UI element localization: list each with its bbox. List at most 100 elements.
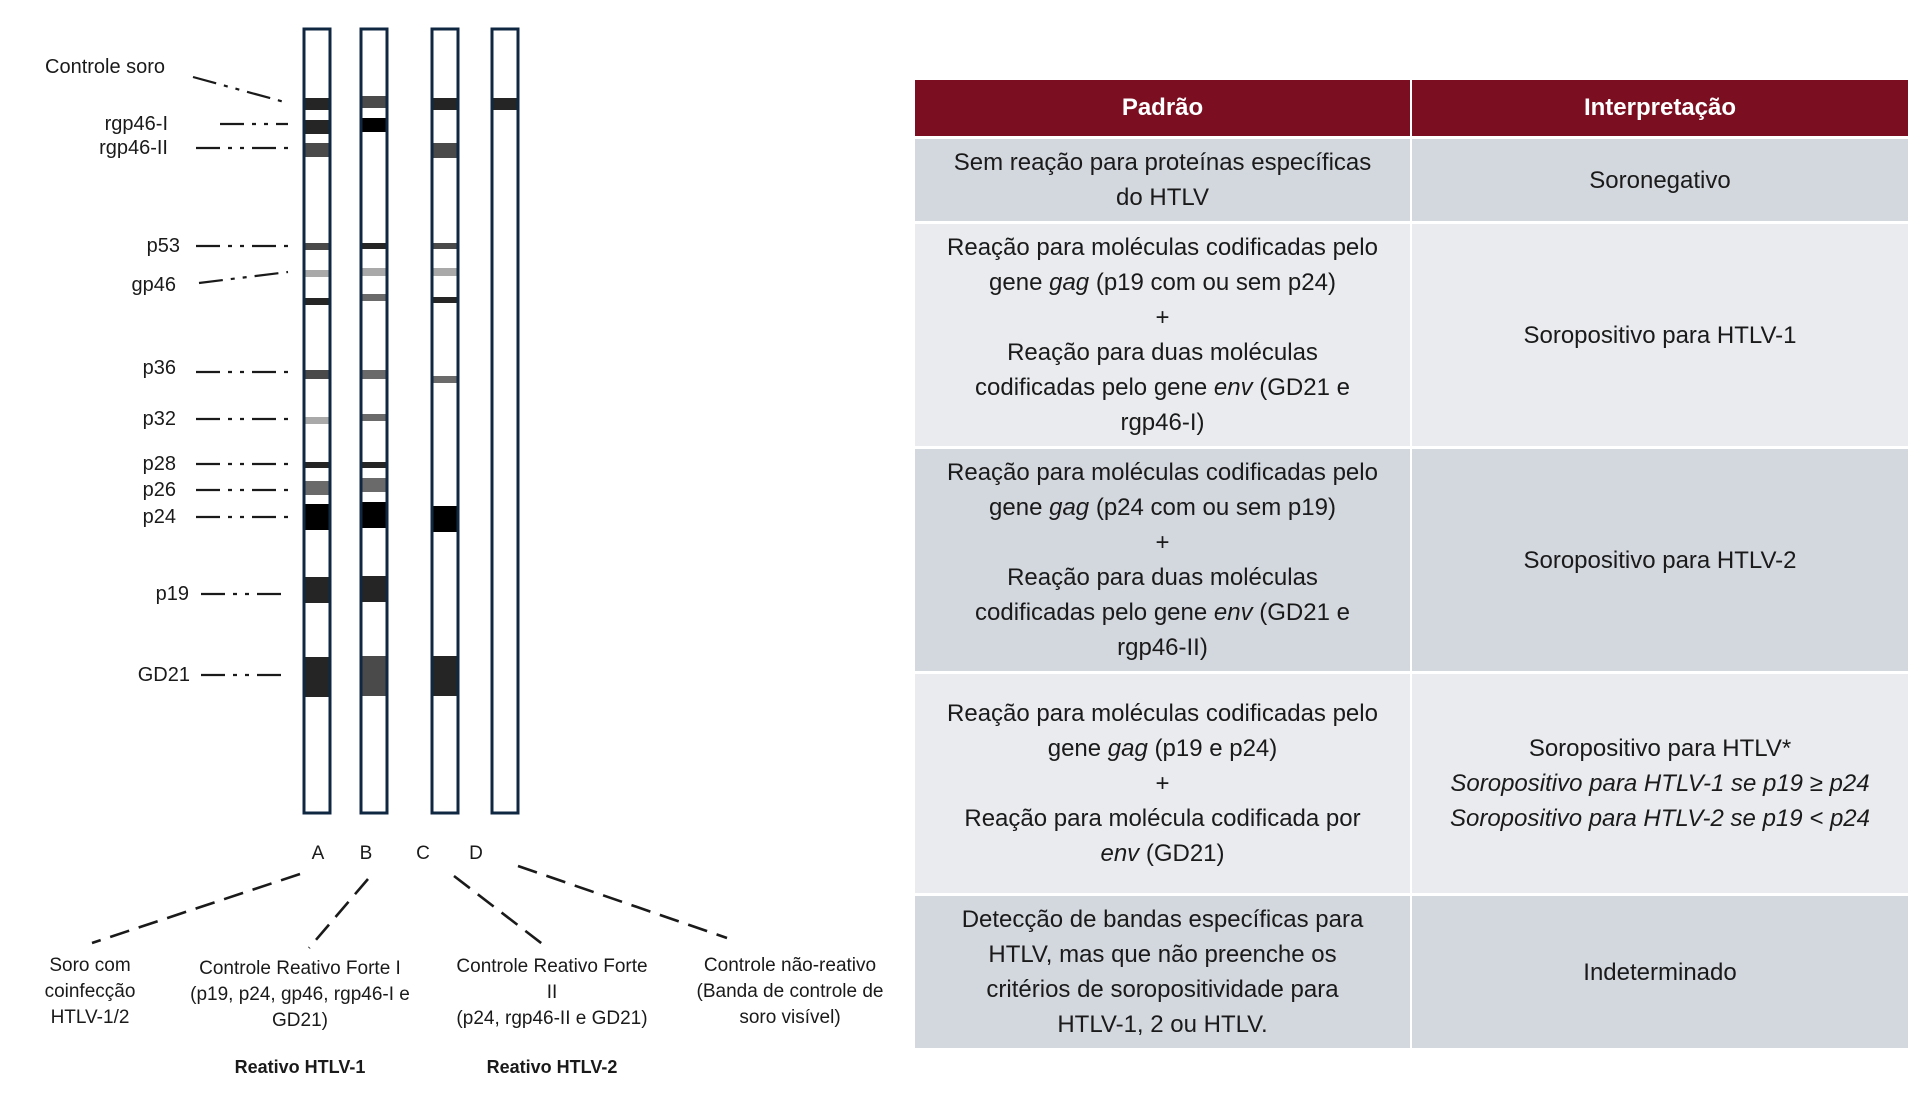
cell-line: Reação para moléculas codificadas pelo [925,455,1400,490]
strip-band [362,576,386,602]
italic-term: gag [1049,494,1090,521]
leader-line [198,270,289,285]
cell-line: Soropositivo para HTLV-1 se p19 ≥ p24 [1422,766,1898,801]
cell-line: HTLV, mas que não preenche os [925,937,1400,972]
caption-line-text: (Banda de controle de [697,981,884,1002]
text-segment: (GD21 e [1252,599,1350,626]
cell-line: codificadas pelo gene env (GD21 e [925,595,1400,630]
strip-outline [302,27,332,815]
cell-line: Reação para molécula codificada por [925,801,1400,836]
strip-band [305,298,329,305]
interpretation-table: Padrão Interpretação Sem reação para pro… [915,80,1910,1051]
strip-band [433,656,457,696]
caption-line-text: Controle Reativo Forte I [199,958,401,979]
pattern-cell: Reação para moléculas codificadas pelo ge… [915,672,1412,896]
table-row: Reação para moléculas codificadas pelo ge… [915,447,1910,674]
strip-band [305,504,329,530]
italic-term: gag [1049,269,1090,296]
strip-band [433,297,457,303]
caption-line-text: (p19, p24, gp46, rgp46-I e [190,984,410,1005]
text-segment: Soropositivo para HTLV-1 [1523,321,1797,349]
caption-connector [517,864,728,940]
strip-band [362,243,386,249]
strip-band [433,243,457,249]
cell-line: + [925,525,1400,560]
cell-line: Reação para duas moléculas [925,335,1400,370]
cell-line: + [925,766,1400,801]
interpretation-cell: Soropositivo para HTLV* Soropositivo para… [1411,672,1910,896]
italic-term: env [1213,599,1253,626]
strip-label: p28 [143,453,176,475]
text-segment: (GD21) [1139,840,1225,867]
text-segment: gene [1047,735,1108,762]
pattern-cell: Reação para moléculas codificadas pelo ge… [915,447,1412,674]
strip-band [362,656,386,696]
lane-captions: Soro com coinfecção HTLV-1/2 Controle Reati… [45,864,884,1031]
caption-connector [91,872,301,945]
strip-band [362,268,386,276]
caption-connector [453,874,546,948]
group-label-htlv2: Reativo HTLV-2 [487,1057,618,1077]
cell-line: env (GD21) [925,836,1400,871]
text-segment: Soropositivo para HTLV-2 [1523,546,1797,574]
text-segment: HTLV-1, 2 ou HTLV. [1057,1011,1268,1038]
pattern-cell: Detecção de bandas específicas para HTLV,… [915,894,1412,1051]
cell-line: Reação para moléculas codificadas pelo [925,230,1400,265]
strip-band [305,120,329,134]
strip-label: p36 [143,357,176,379]
text-segment: codificadas pelo gene [975,599,1214,626]
italic-term: gag [1107,735,1148,762]
text-segment: (GD21 e [1252,374,1350,401]
pattern-cell: Reação para moléculas codificadas pelo ge… [915,222,1412,449]
text-segment: rgp46-I) [1120,409,1205,436]
cell-line: critérios de soropositividade para [925,972,1400,1007]
caption-line-text: Soro com [49,955,130,976]
text-segment: (p24 com ou sem p19) [1089,494,1336,521]
text-segment: codificadas pelo gene [975,374,1214,401]
strip-band [362,294,386,301]
text-segment: rgp46-II) [1117,634,1208,661]
text-segment: Reação para moléculas codificadas pelo [947,234,1378,261]
caption-line-text: HTLV-1/2 [51,1007,130,1028]
table-header-row: Padrão Interpretação [915,80,1910,139]
strip-band [305,657,329,697]
strip-band [493,98,517,110]
strip-band [305,577,329,603]
text-segment: Soronegativo [1589,166,1731,194]
text-segment: gene [989,269,1050,296]
table-row: Reação para moléculas codificadas pelo ge… [915,222,1910,449]
table-row: Reação para moléculas codificadas pelo ge… [915,672,1910,896]
text-segment: (p19 com ou sem p24) [1089,269,1336,296]
caption-line-text: (p24, rgp46-II e GD21) [456,1008,647,1029]
caption-line-text: Controle não-reativo [704,955,876,976]
strip-band [362,414,386,421]
table-row: Sem reação para proteínas específicas do … [915,137,1910,224]
lane-letters: A B C D [312,843,483,864]
text-segment: HTLV, mas que não preenche os [988,941,1337,968]
text-segment: (p19 e p24) [1147,735,1278,762]
strip-band [362,118,386,132]
cell-line: Detecção de bandas específicas para [925,902,1400,937]
cell-line: HTLV-1, 2 ou HTLV. [925,1007,1400,1042]
cell-line: Soronegativo [1422,163,1898,198]
cell-line: do HTLV [925,180,1400,215]
text-segment: critérios de soropositividade para [986,976,1339,1003]
lane-letter: C [416,843,430,864]
test-strip [490,27,520,815]
strip-label: GD21 [138,664,190,686]
cell-line: rgp46-II) [925,630,1400,665]
strip-label: p26 [143,479,176,501]
text-segment: Sem reação para proteínas específicas [953,149,1372,176]
cell-line: Reação para moléculas codificadas pelo [925,696,1400,731]
caption-line-text: II [547,982,558,1003]
cell-line: Soropositivo para HTLV-1 [1422,318,1898,353]
lane-letter: B [360,843,373,864]
text-segment: + [1155,304,1170,331]
cell-line: + [925,300,1400,335]
cell-line: gene gag (p24 com ou sem p19) [925,490,1400,525]
strip-band [362,370,386,379]
lane-caption: Controle não-reativo (Banda de controle d… [697,955,884,1028]
strip-band [433,506,457,532]
